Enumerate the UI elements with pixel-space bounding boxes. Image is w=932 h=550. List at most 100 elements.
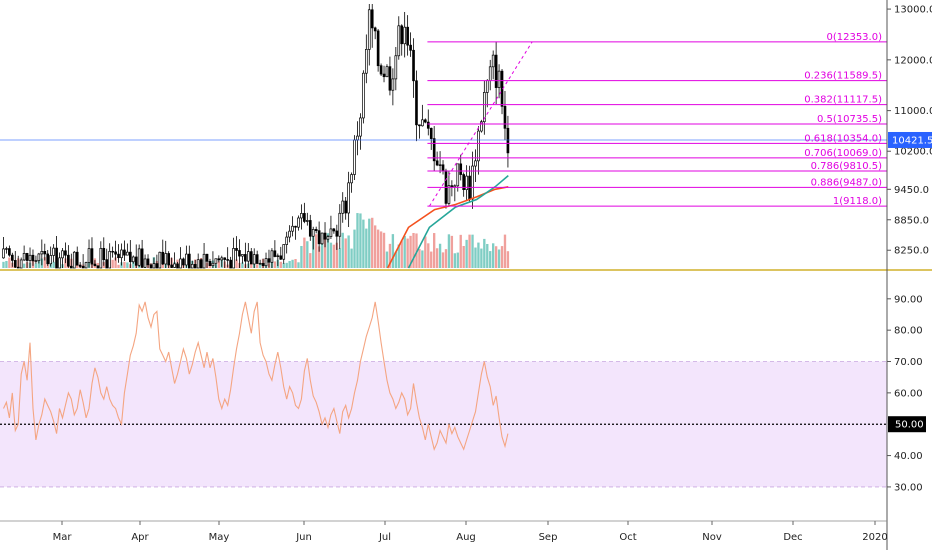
volume-bar — [320, 232, 324, 268]
volume-bar — [8, 257, 11, 268]
candle-up — [131, 256, 135, 263]
candle-down — [317, 230, 321, 245]
fib-level-label: 0.236(11589.5) — [804, 71, 882, 82]
volume-bar — [303, 237, 306, 268]
volume-bar — [385, 251, 389, 268]
candle-down — [155, 263, 159, 269]
time-axis-label: Oct — [619, 532, 636, 543]
candle-up — [453, 185, 457, 188]
rsi-axis-label: 70.00 — [894, 357, 923, 368]
volume-bar — [111, 259, 114, 268]
volume-bar — [494, 246, 498, 268]
candle-down — [426, 121, 430, 129]
time-axis-label: 2020 — [862, 532, 887, 543]
volume-bar — [306, 241, 309, 268]
candle-up — [241, 254, 244, 257]
candle-up — [61, 250, 64, 259]
volume-bar — [291, 259, 294, 268]
candle-up — [152, 263, 156, 269]
candle-down — [412, 49, 415, 82]
candle-up — [108, 250, 111, 269]
candle-down — [382, 73, 386, 78]
volume-bar — [279, 261, 282, 268]
candle-down — [188, 253, 191, 269]
volume-bar — [326, 233, 330, 268]
volume-bar — [503, 234, 507, 268]
candle-down — [78, 264, 82, 267]
volume-bar — [273, 261, 277, 268]
candle-down — [182, 258, 185, 266]
candle-down — [223, 257, 227, 260]
volume-bar — [34, 263, 38, 268]
volume-bar — [347, 235, 350, 268]
candle-down — [46, 253, 50, 265]
candle-up — [158, 251, 162, 269]
candle-up — [353, 139, 356, 175]
candle-down — [409, 44, 412, 51]
candle-down — [235, 248, 238, 251]
rsi-indicator — [0, 301, 887, 451]
candle-down — [279, 255, 283, 260]
candle-up — [306, 220, 309, 222]
volume-bar — [430, 251, 433, 268]
candle-up — [367, 9, 371, 50]
candle-down — [149, 264, 153, 269]
fibonacci-retracement[interactable]: 0(12353.0) 0.236(11589.5) 0.382(11117.5) 0.… — [427, 32, 887, 207]
candle-down — [406, 26, 409, 46]
candle-up — [350, 174, 353, 184]
volume-bar — [415, 233, 418, 268]
fib-level-label: 0.886(9487.0) — [811, 177, 883, 188]
candle-up — [282, 244, 286, 260]
volume-bar — [506, 251, 510, 268]
volume-bar — [285, 262, 288, 268]
volume-bar — [335, 242, 338, 268]
volume-bar — [288, 261, 291, 268]
candle-down — [43, 251, 47, 255]
candle-up — [19, 259, 23, 269]
candle-down — [332, 228, 336, 232]
candle-down — [370, 9, 374, 29]
candle-up — [474, 160, 477, 167]
candle-up — [5, 248, 8, 250]
candle-down — [16, 266, 20, 269]
volume-bar — [397, 244, 400, 268]
candle-up — [164, 253, 168, 265]
volume-bar — [258, 262, 262, 268]
volume-bar — [500, 246, 504, 268]
candle-down — [176, 263, 179, 269]
fib-level-label: 0.382(11117.5) — [804, 95, 882, 106]
volume-bar — [344, 238, 347, 268]
volume-bar — [368, 218, 371, 268]
time-axis-label: Nov — [702, 532, 722, 543]
candle-down — [134, 256, 138, 266]
rsi-midline-badge — [888, 416, 926, 433]
volume-bar — [450, 235, 454, 268]
candle-up — [394, 55, 398, 80]
volume-bar — [441, 252, 445, 268]
candle-down — [25, 253, 29, 261]
volume-bar — [388, 243, 392, 268]
volume-bar — [256, 264, 259, 268]
candle-up — [270, 250, 274, 263]
fib-level-label: 0.706(10069.0) — [804, 148, 882, 159]
candle-up — [84, 262, 88, 269]
candle-down — [335, 230, 339, 237]
volume-bar — [486, 243, 489, 268]
rsi-axis-label: 30.00 — [894, 482, 923, 493]
candle-down — [415, 80, 418, 126]
candle-down — [114, 251, 117, 255]
rsi-line — [3, 301, 509, 451]
candle-up — [52, 247, 55, 256]
last-price-badge — [888, 131, 932, 148]
volume-bar — [483, 238, 486, 268]
volume-bar — [43, 257, 46, 268]
candle-up — [126, 251, 129, 256]
candle-up — [447, 185, 451, 204]
volume-bar — [123, 261, 126, 268]
candle-up — [28, 254, 32, 261]
candle-up — [220, 257, 224, 261]
volume-bar — [468, 234, 471, 268]
volume-bar — [294, 259, 297, 268]
